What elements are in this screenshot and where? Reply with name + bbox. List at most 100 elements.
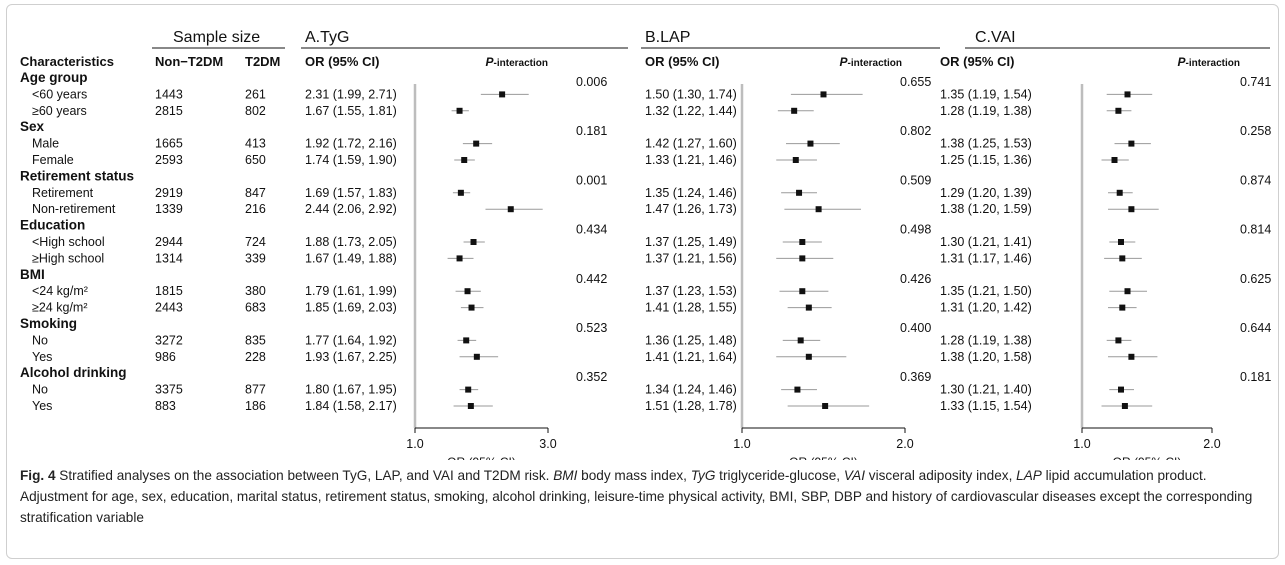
subgroup-label: <High school — [32, 235, 105, 249]
x-tick-label: 1.0 — [733, 437, 750, 451]
non-t2dm-count: 3272 — [155, 333, 183, 347]
or-ci-text: 1.84 (1.58, 2.17) — [305, 399, 397, 413]
p-interaction-value: 0.644 — [1240, 321, 1271, 335]
or-ci-text: 1.33 (1.21, 1.46) — [645, 153, 737, 167]
or-point-marker — [468, 304, 475, 311]
x-axis-label: OR (95% CI) — [1113, 455, 1182, 460]
non-t2dm-count: 1339 — [155, 202, 183, 216]
caption-text-2: body mass index, — [577, 468, 691, 483]
p-interaction-header: P-interaction — [486, 55, 548, 69]
or-point-marker — [1115, 337, 1122, 344]
caption-text-4: visceral adiposity index, — [865, 468, 1017, 483]
subgroup-label: No — [32, 333, 48, 347]
or-ci-text: 1.28 (1.19, 1.38) — [940, 104, 1032, 118]
or-point-marker — [467, 403, 474, 409]
p-interaction-value: 0.741 — [1240, 75, 1271, 89]
p-interaction-suffix: -interaction — [494, 58, 548, 69]
or-ci-text: 1.51 (1.28, 1.78) — [645, 399, 737, 413]
or-ci-text: 1.31 (1.20, 1.42) — [940, 301, 1032, 315]
panel-title: A.TyG — [305, 29, 349, 46]
caption-text-1: Stratified analyses on the association b… — [55, 468, 554, 483]
p-interaction-value: 0.181 — [576, 124, 607, 138]
p-interaction-italic: P — [840, 55, 849, 69]
or-ci-text: 2.44 (2.06, 2.92) — [305, 202, 397, 216]
or-point-marker — [465, 386, 472, 393]
or-point-marker — [473, 353, 480, 360]
x-tick-label: 2.0 — [1203, 437, 1220, 451]
non-t2dm-header: Non−T2DM — [155, 54, 223, 69]
non-t2dm-count: 883 — [155, 399, 176, 413]
or-ci-text: 1.32 (1.22, 1.44) — [645, 104, 737, 118]
p-interaction-value: 0.434 — [576, 223, 607, 237]
caption-fig-label: Fig. 4 — [20, 468, 56, 483]
or-ci-text: 1.38 (1.20, 1.58) — [940, 350, 1032, 364]
p-interaction-value: 0.874 — [1240, 173, 1271, 187]
p-interaction-value: 0.006 — [576, 75, 607, 89]
figure-caption: Fig. 4 Stratified analyses on the associ… — [20, 465, 1270, 528]
group-label: Smoking — [20, 316, 77, 331]
caption-abbr-vai: VAI — [843, 468, 866, 483]
or-point-marker — [796, 189, 803, 196]
or-ci-text: 1.47 (1.26, 1.73) — [645, 202, 737, 216]
or-point-marker — [799, 288, 806, 295]
or-point-marker — [461, 157, 468, 163]
p-interaction-italic: P — [1178, 55, 1187, 69]
or-point-marker — [799, 239, 806, 245]
or-ci-text: 1.29 (1.20, 1.39) — [940, 186, 1032, 200]
t2dm-count: 380 — [245, 284, 266, 298]
t2dm-count: 228 — [245, 350, 266, 364]
or-ci-text: 1.38 (1.20, 1.59) — [940, 202, 1032, 216]
or-point-marker — [1128, 206, 1135, 213]
subgroup-label: <60 years — [32, 87, 87, 101]
group-label: Alcohol drinking — [20, 365, 127, 380]
or-point-marker — [1116, 189, 1123, 196]
or-ci-text: 1.31 (1.17, 1.46) — [940, 251, 1032, 265]
non-t2dm-count: 2593 — [155, 153, 183, 167]
group-label: Education — [20, 218, 85, 233]
or-point-marker — [805, 304, 812, 311]
p-interaction-value: 0.426 — [900, 272, 931, 286]
subgroup-label: No — [32, 383, 48, 397]
or-ci-text: 1.88 (1.73, 2.05) — [305, 235, 397, 249]
or-point-marker — [807, 140, 814, 147]
x-tick-label: 2.0 — [896, 437, 913, 451]
or-point-marker — [457, 189, 464, 196]
subgroup-label: <24 kg/m² — [32, 284, 88, 298]
or-point-marker — [1124, 91, 1131, 98]
or-point-marker — [1128, 353, 1135, 360]
subgroup-label: Yes — [32, 350, 52, 364]
p-interaction-value: 0.814 — [1240, 223, 1271, 237]
or-ci-text: 1.67 (1.49, 1.88) — [305, 251, 397, 265]
or-point-marker — [1121, 403, 1128, 409]
figure-frame — [6, 4, 1279, 559]
or-ci-text: 1.80 (1.67, 1.95) — [305, 383, 397, 397]
x-tick-label: 3.0 — [539, 437, 556, 451]
or-ci-text: 1.35 (1.19, 1.54) — [940, 87, 1032, 101]
or-point-marker — [792, 157, 799, 163]
p-interaction-suffix: -interaction — [848, 58, 902, 69]
t2dm-count: 261 — [245, 87, 266, 101]
subgroup-label: Retirement — [32, 186, 94, 200]
or-point-marker — [507, 206, 514, 213]
or-point-marker — [822, 403, 829, 409]
group-label: Age group — [20, 70, 88, 85]
or-ci-text: 1.41 (1.28, 1.55) — [645, 301, 737, 315]
or-point-marker — [815, 206, 822, 213]
or-point-marker — [456, 255, 463, 262]
p-interaction-value: 0.523 — [576, 321, 607, 335]
p-interaction-italic: P — [486, 55, 495, 69]
or-ci-text: 1.42 (1.27, 1.60) — [645, 137, 737, 151]
or-ci-text: 1.37 (1.21, 1.56) — [645, 251, 737, 265]
or-ci-text: 1.92 (1.72, 2.16) — [305, 137, 397, 151]
panel-title: B.LAP — [645, 29, 690, 46]
group-label: Retirement status — [20, 168, 134, 183]
x-tick-label: 1.0 — [1073, 437, 1090, 451]
or-ci-text: 1.79 (1.61, 1.99) — [305, 284, 397, 298]
p-interaction-value: 0.802 — [900, 124, 931, 138]
or-point-marker — [820, 91, 827, 98]
or-point-marker — [1118, 239, 1124, 245]
or-point-marker — [464, 288, 471, 295]
subgroup-label: Non-retirement — [32, 202, 116, 216]
or-ci-text: 1.28 (1.19, 1.38) — [940, 333, 1032, 347]
or-point-marker — [797, 337, 804, 344]
